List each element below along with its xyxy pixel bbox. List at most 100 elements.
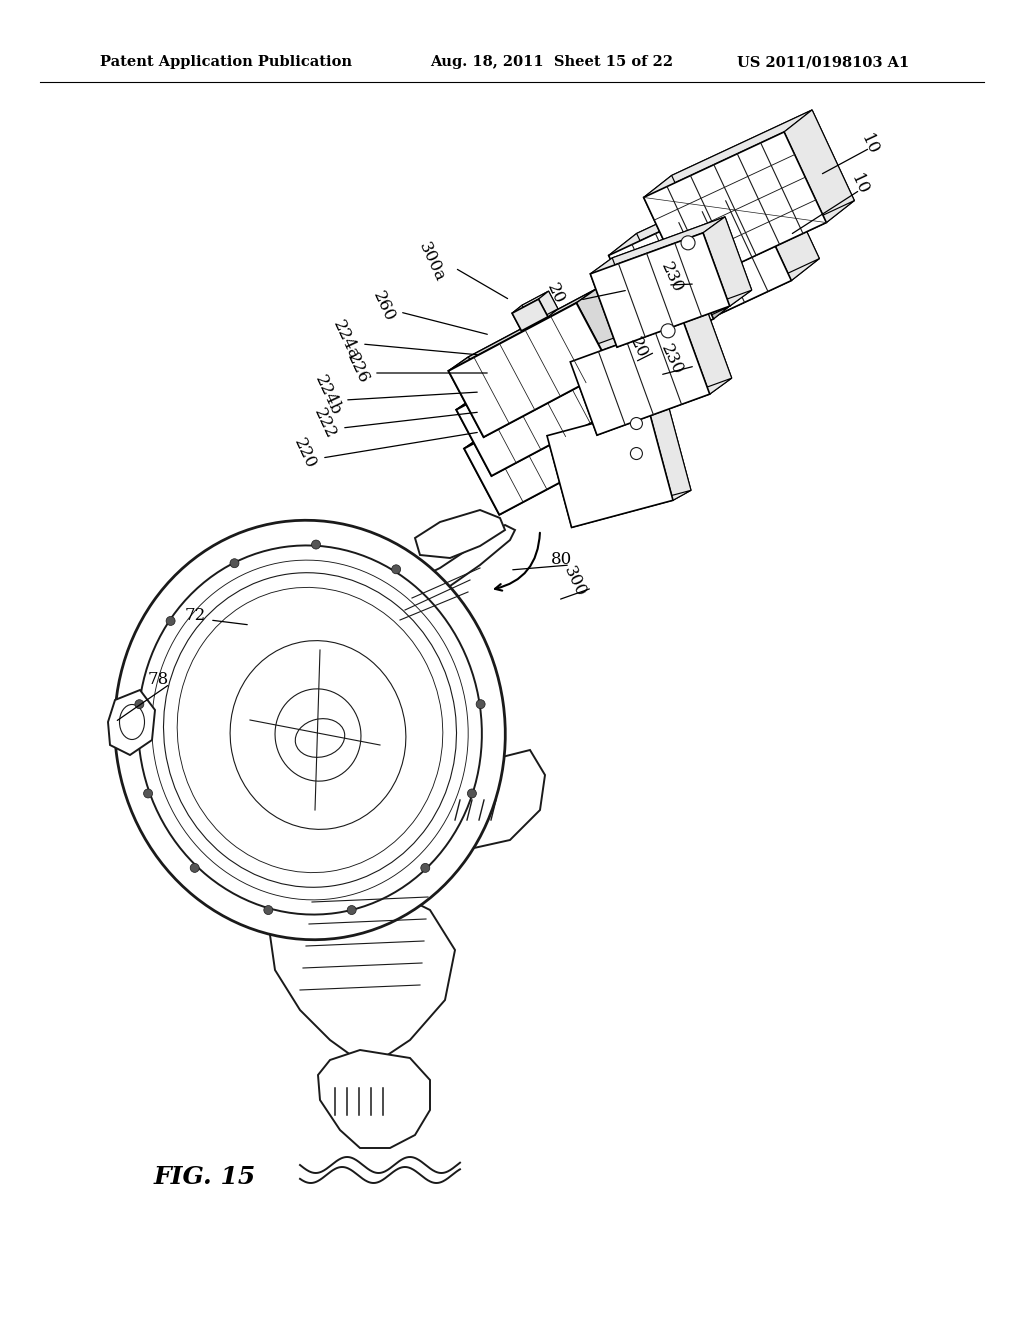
Polygon shape — [648, 399, 691, 500]
Text: 20: 20 — [626, 335, 650, 362]
Polygon shape — [318, 1049, 430, 1148]
Polygon shape — [590, 216, 725, 273]
Polygon shape — [644, 132, 826, 288]
Circle shape — [143, 789, 153, 799]
Circle shape — [391, 565, 400, 574]
Text: 224b: 224b — [311, 372, 345, 418]
Ellipse shape — [120, 705, 144, 739]
Polygon shape — [468, 289, 632, 424]
Polygon shape — [686, 201, 854, 288]
Polygon shape — [590, 232, 730, 347]
Text: Patent Application Publication: Patent Application Publication — [100, 55, 352, 69]
Circle shape — [476, 700, 485, 709]
Polygon shape — [415, 510, 505, 558]
Polygon shape — [370, 525, 515, 620]
Polygon shape — [547, 399, 667, 436]
Polygon shape — [651, 259, 819, 346]
Text: FIG. 15: FIG. 15 — [154, 1166, 256, 1189]
Text: 226: 226 — [344, 350, 373, 385]
Polygon shape — [484, 371, 639, 500]
Polygon shape — [449, 289, 596, 371]
Circle shape — [421, 863, 430, 873]
Polygon shape — [476, 330, 635, 462]
Circle shape — [467, 789, 476, 799]
Polygon shape — [464, 371, 603, 449]
Polygon shape — [483, 355, 632, 437]
Polygon shape — [637, 168, 819, 325]
Circle shape — [347, 906, 356, 915]
Text: 80: 80 — [551, 552, 572, 569]
Circle shape — [681, 236, 695, 249]
Polygon shape — [539, 292, 558, 317]
Circle shape — [135, 700, 144, 709]
Polygon shape — [521, 309, 558, 331]
Text: 300: 300 — [560, 564, 590, 601]
Circle shape — [230, 558, 239, 568]
Polygon shape — [590, 257, 639, 347]
Text: 230: 230 — [657, 260, 686, 296]
Polygon shape — [584, 371, 639, 451]
Ellipse shape — [275, 689, 361, 781]
Polygon shape — [659, 308, 728, 345]
Polygon shape — [580, 330, 635, 411]
Ellipse shape — [295, 718, 345, 758]
Polygon shape — [784, 110, 854, 223]
Polygon shape — [512, 300, 548, 331]
Polygon shape — [500, 437, 639, 515]
Polygon shape — [270, 884, 455, 1060]
Circle shape — [190, 863, 200, 873]
Text: 220: 220 — [291, 436, 319, 473]
Text: 260: 260 — [370, 288, 398, 323]
Polygon shape — [457, 396, 511, 477]
Polygon shape — [662, 280, 728, 333]
Polygon shape — [512, 292, 549, 313]
Polygon shape — [512, 305, 531, 331]
Polygon shape — [644, 176, 714, 288]
Text: US 2011/0198103 A1: US 2011/0198103 A1 — [737, 55, 909, 69]
Text: 10: 10 — [848, 172, 872, 198]
Polygon shape — [597, 378, 732, 436]
Circle shape — [166, 616, 175, 626]
Polygon shape — [608, 190, 792, 346]
Circle shape — [662, 323, 675, 338]
Polygon shape — [492, 396, 635, 477]
Polygon shape — [612, 216, 752, 331]
Polygon shape — [700, 280, 728, 319]
Circle shape — [631, 447, 642, 459]
Polygon shape — [592, 305, 732, 420]
Polygon shape — [703, 216, 752, 306]
Polygon shape — [547, 426, 590, 528]
Text: 78: 78 — [147, 672, 169, 689]
Polygon shape — [646, 292, 714, 345]
Polygon shape — [577, 289, 632, 370]
Circle shape — [264, 906, 272, 915]
Polygon shape — [522, 292, 558, 323]
FancyArrowPatch shape — [495, 533, 540, 590]
Polygon shape — [457, 345, 615, 477]
Polygon shape — [683, 305, 732, 395]
Polygon shape — [457, 330, 600, 409]
Text: 224a: 224a — [330, 318, 362, 363]
Polygon shape — [464, 434, 519, 515]
Ellipse shape — [230, 640, 406, 829]
Polygon shape — [608, 168, 777, 256]
Polygon shape — [570, 346, 618, 436]
Polygon shape — [646, 305, 674, 345]
Circle shape — [311, 540, 321, 549]
Circle shape — [631, 417, 642, 429]
Text: 72: 72 — [184, 607, 206, 624]
Ellipse shape — [138, 545, 482, 915]
Text: 10: 10 — [858, 132, 883, 158]
Polygon shape — [672, 110, 854, 267]
Polygon shape — [608, 234, 679, 346]
Polygon shape — [571, 490, 691, 528]
Polygon shape — [646, 280, 716, 317]
Polygon shape — [108, 690, 155, 755]
Ellipse shape — [115, 520, 505, 940]
Text: 20: 20 — [543, 281, 567, 308]
Text: 230: 230 — [657, 342, 686, 378]
Text: 300a: 300a — [416, 239, 449, 285]
Ellipse shape — [164, 573, 457, 887]
Polygon shape — [616, 290, 752, 347]
Polygon shape — [449, 302, 611, 437]
